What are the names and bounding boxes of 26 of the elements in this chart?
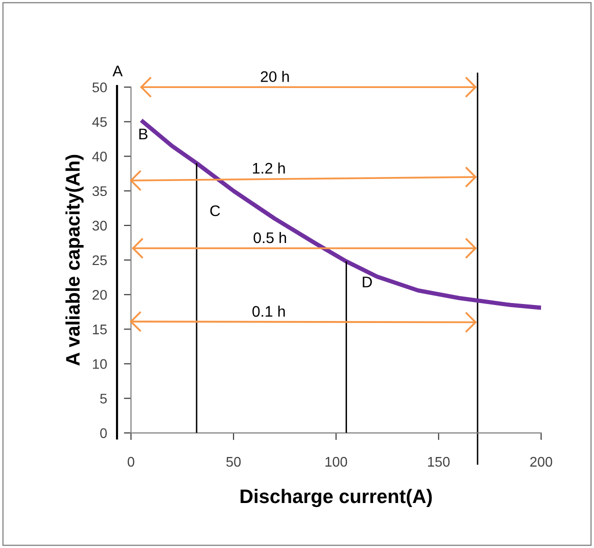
series-label: 0.5 h [254, 232, 286, 244]
y-tick-label: 45 [92, 117, 107, 127]
y-tick-label: 15 [92, 324, 107, 334]
y-tick-label: 50 [92, 82, 107, 92]
y-tick-label: 20 [92, 290, 107, 300]
text: A [112, 66, 123, 76]
annotation: C [210, 205, 220, 216]
y-tick-label: 35 [92, 186, 107, 196]
x-tick-label: 150 [428, 456, 450, 467]
y-axis-title: A valiable capacity(Ah) [65, 154, 84, 366]
y-tick-label: 40 [92, 152, 107, 162]
x-axis-title: Discharge current(A) [240, 488, 432, 508]
annotation: B [139, 128, 148, 140]
x-tick-label: 200 [530, 456, 552, 467]
series-label: 1.2 h [252, 162, 285, 174]
y-tick-label: 5 [100, 394, 107, 404]
y-tick-label: 0 [100, 428, 107, 438]
series-label: 20 h [260, 70, 289, 82]
y-tick-label: 30 [92, 220, 107, 231]
x-tick-label: 0 [128, 456, 134, 467]
y-tick-label: 25 [92, 255, 107, 266]
series-label: 0.1 h [252, 306, 285, 317]
x-tick-label: 50 [226, 456, 241, 467]
annotation: D [362, 276, 372, 288]
x-tick-label: 100 [326, 456, 348, 467]
y-tick-label: 10 [92, 359, 107, 369]
